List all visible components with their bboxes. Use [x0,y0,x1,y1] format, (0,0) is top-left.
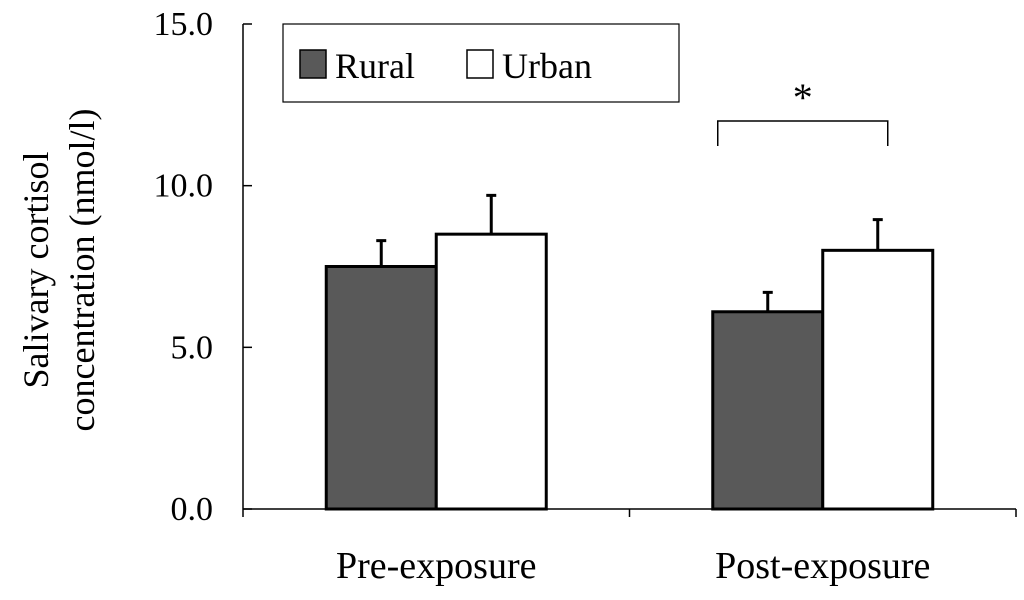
y-axis-label-line-2: concentration (nmol/l) [62,109,102,432]
y-tick-label: 10.0 [154,168,214,205]
significance-marker: * [793,75,813,120]
legend-swatch-rural [299,49,327,79]
x-tick-label: Post-exposure [715,545,930,587]
bar-urban-post [821,248,935,511]
bar-rural-pre [324,265,438,511]
bar-rural-post [711,310,825,511]
y-tick-label: 15.0 [154,6,214,43]
x-tick-label: Pre-exposure [336,545,536,587]
y-tick-label: 0.0 [171,491,214,528]
significance-bracket [717,120,889,146]
legend: Rural Urban [282,23,680,103]
y-axis-label-line-1: Salivary cortisol [16,152,56,389]
legend-label-urban: Urban [502,46,592,86]
annotations: * [717,75,889,146]
bar-urban-pre [434,232,548,511]
legend-label-rural: Rural [335,46,415,86]
bars [324,193,935,511]
legend-swatch-urban [466,49,494,79]
y-axis-label: Salivary cortisol concentration (nmol/l) [16,109,102,432]
y-tick-label: 5.0 [171,329,214,366]
axes: 0.0 5.0 10.0 15.0 Pre-exposure Post-exposure [154,6,1017,587]
